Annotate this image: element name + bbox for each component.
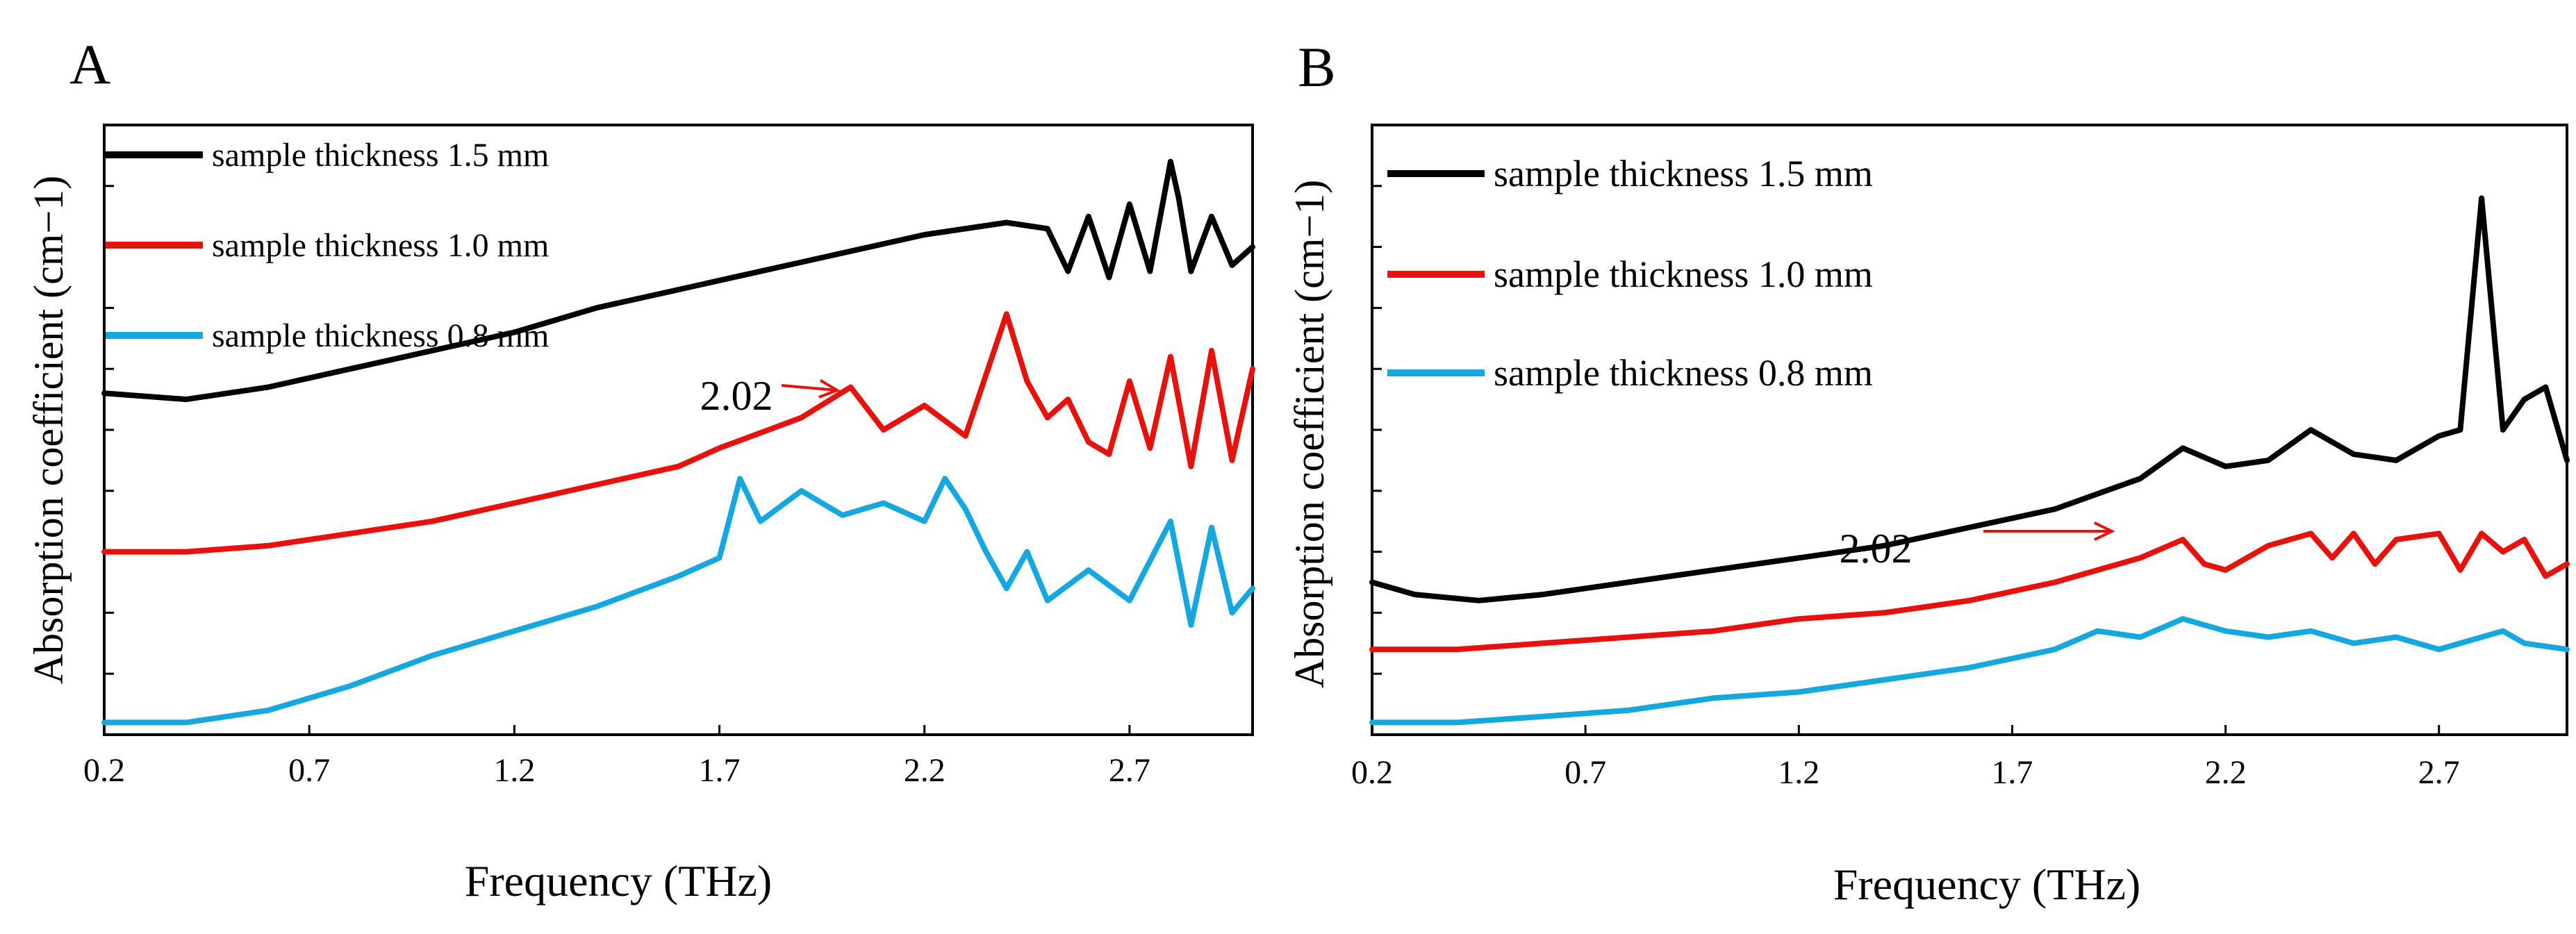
y-tick-marks — [104, 185, 114, 675]
series-group — [101, 158, 1255, 726]
legend-label: sample thickness 1.5 mm — [212, 137, 549, 174]
panel-a: A 0.2 0.7 1.2 1.7 2.2 2.7 sample thickness 1.… — [26, 33, 1255, 906]
x-tick-label: 1.2 — [1778, 754, 1819, 791]
legend: sample thickness 1.5 mm sample thickness … — [106, 137, 549, 354]
series-line — [1369, 195, 2570, 603]
x-tick-label: 0.2 — [1351, 754, 1393, 791]
x-tick-labels: 0.2 0.7 1.2 1.7 2.2 2.7 — [1351, 754, 2460, 791]
panel-b: B 0.2 0.7 1.2 1.7 2.2 2.7 sample thickness 1.… — [1287, 35, 2570, 909]
x-tick-labels: 0.2 0.7 1.2 1.7 2.2 2.7 — [83, 752, 1150, 789]
annotation: 2.02 — [1840, 522, 2115, 572]
annotation-label: 2.02 — [700, 373, 773, 419]
x-tick-marks — [1371, 725, 2441, 735]
series-line — [101, 311, 1255, 555]
y-tick-marks — [1372, 185, 1382, 675]
x-tick-label: 2.7 — [1109, 752, 1150, 789]
legend-label: sample thickness 1.0 mm — [212, 227, 549, 264]
panel-label: B — [1298, 35, 1336, 99]
x-tick-label: 0.7 — [288, 752, 330, 789]
x-axis-label: Frequency (THz) — [465, 856, 772, 906]
series-group — [1369, 195, 2570, 726]
legend: sample thickness 1.5 mm sample thickness … — [1387, 153, 1873, 394]
series-line — [1369, 531, 2570, 653]
x-tick-label: 2.2 — [2205, 754, 2247, 791]
y-axis-label: Absorption coefficient (cm−1) — [1287, 180, 1332, 689]
x-tick-label: 2.2 — [904, 752, 946, 789]
annotation-label: 2.02 — [1840, 526, 1913, 572]
x-tick-label: 1.2 — [493, 752, 535, 789]
x-tick-label: 2.7 — [2418, 754, 2460, 791]
annotation: 2.02 — [700, 373, 841, 419]
legend-label: sample thickness 0.8 mm — [212, 317, 549, 354]
series-line — [101, 158, 1255, 403]
annotation-arrow-shaft — [781, 384, 838, 392]
y-axis-label: Absorption coefficient (cm−1) — [26, 176, 72, 685]
annotation-arrow-head — [2093, 522, 2115, 541]
series-line — [101, 476, 1255, 726]
panel-label: A — [69, 33, 110, 96]
annotation-arrow-head — [818, 378, 841, 399]
x-tick-marks — [103, 725, 1131, 735]
legend-label: sample thickness 0.8 mm — [1494, 352, 1873, 394]
x-tick-label: 1.7 — [699, 752, 741, 789]
legend-label: sample thickness 1.0 mm — [1494, 253, 1873, 295]
series-line — [1369, 616, 2570, 726]
x-tick-label: 1.7 — [1991, 754, 2033, 791]
x-axis-label: Frequency (THz) — [1833, 860, 2140, 909]
x-tick-label: 0.2 — [83, 752, 125, 789]
legend-label: sample thickness 1.5 mm — [1494, 153, 1873, 194]
x-tick-label: 0.7 — [1564, 754, 1606, 791]
